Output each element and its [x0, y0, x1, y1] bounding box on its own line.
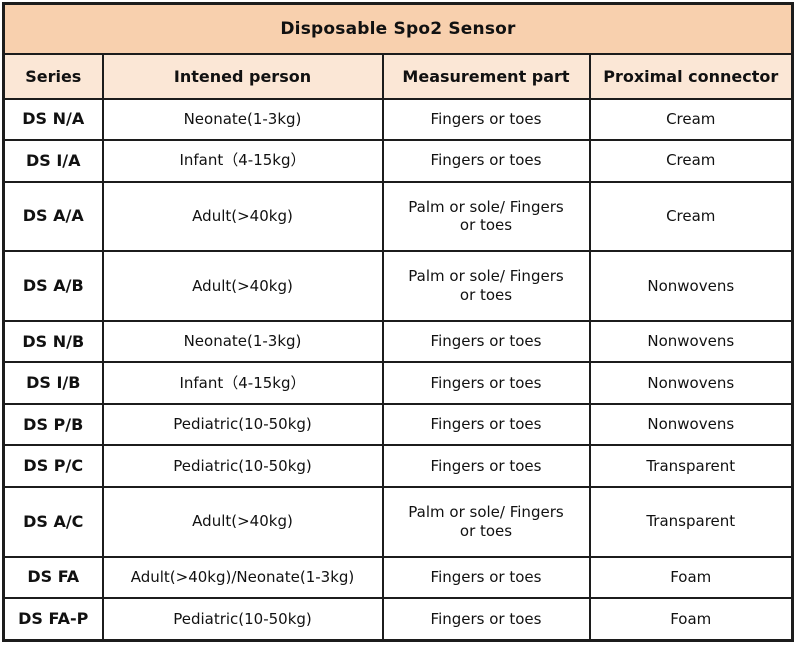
table-header-row: Series Intened person Measurement part P…	[2, 52, 794, 100]
series-cell: DS A/B	[2, 250, 104, 322]
part-cell: Palm or sole/ Fingers or toes	[381, 180, 591, 253]
part-cell: Fingers or toes	[381, 319, 591, 364]
column-header-connector: Proximal connector	[588, 52, 794, 100]
connector-cell: Foam	[588, 597, 794, 642]
part-cell: Fingers or toes	[381, 361, 591, 405]
connector-cell: Transparent	[588, 444, 794, 488]
person-cell: Adult(>40kg)/Neonate(1-3kg)	[101, 555, 384, 600]
table-row: DS FA Adult(>40kg)/Neonate(1-3kg) Fingers …	[2, 555, 794, 600]
table-row: DS A/B Adult(>40kg) Palm or sole/ Fingers …	[2, 250, 794, 322]
connector-cell: Nonwovens	[588, 319, 794, 364]
series-cell: DS N/B	[2, 319, 104, 364]
table-body: Disposable Spo2 Sensor Series Intened pe…	[2, 2, 794, 642]
series-cell: DS P/C	[2, 444, 104, 488]
table-row: DS N/B Neonate(1-3kg) Fingers or toes Nonwo…	[2, 319, 794, 364]
table-title-row: Disposable Spo2 Sensor	[2, 2, 794, 55]
connector-cell: Foam	[588, 555, 794, 600]
connector-cell: Cream	[588, 139, 794, 183]
person-cell: Neonate(1-3kg)	[101, 97, 384, 142]
person-cell: Infant（4-15kg）	[101, 361, 384, 405]
person-cell: Neonate(1-3kg)	[101, 319, 384, 364]
part-cell: Palm or sole/ Fingers or toes	[381, 250, 591, 322]
series-cell: DS A/C	[2, 485, 104, 558]
connector-cell: Nonwovens	[588, 361, 794, 405]
table-row: DS A/C Adult(>40kg) Palm or sole/ Fingers …	[2, 485, 794, 558]
person-cell: Adult(>40kg)	[101, 485, 384, 558]
table-title: Disposable Spo2 Sensor	[2, 2, 794, 55]
table-row: DS I/A Infant（4-15kg） Fingers or toes Cream	[2, 139, 794, 183]
part-cell: Fingers or toes	[381, 444, 591, 488]
person-cell: Pediatric(10-50kg)	[101, 597, 384, 642]
part-cell: Fingers or toes	[381, 402, 591, 447]
column-header-person: Intened person	[101, 52, 384, 100]
table-row: DS P/C Pediatric(10-50kg) Fingers or toes T…	[2, 444, 794, 488]
column-header-part: Measurement part	[381, 52, 591, 100]
person-cell: Pediatric(10-50kg)	[101, 444, 384, 488]
part-cell: Fingers or toes	[381, 597, 591, 642]
series-cell: DS FA	[2, 555, 104, 600]
column-header-series: Series	[2, 52, 104, 100]
spo2-sensor-table: Disposable Spo2 Sensor Series Intened pe…	[2, 2, 794, 642]
connector-cell: Cream	[588, 97, 794, 142]
connector-cell: Nonwovens	[588, 250, 794, 322]
series-cell: DS FA-P	[2, 597, 104, 642]
part-cell: Fingers or toes	[381, 555, 591, 600]
series-cell: DS I/B	[2, 361, 104, 405]
table-row: DS N/A Neonate(1-3kg) Fingers or toes Cream	[2, 97, 794, 142]
person-cell: Adult(>40kg)	[101, 180, 384, 253]
table-row: DS FA-P Pediatric(10-50kg) Fingers or toes…	[2, 597, 794, 642]
connector-cell: Transparent	[588, 485, 794, 558]
person-cell: Pediatric(10-50kg)	[101, 402, 384, 447]
series-cell: DS I/A	[2, 139, 104, 183]
connector-cell: Nonwovens	[588, 402, 794, 447]
part-cell: Fingers or toes	[381, 139, 591, 183]
table-row: DS I/B Infant（4-15kg） Fingers or toes Nonwo…	[2, 361, 794, 405]
series-cell: DS P/B	[2, 402, 104, 447]
table-row: DS A/A Adult(>40kg) Palm or sole/ Fingers …	[2, 180, 794, 253]
person-cell: Adult(>40kg)	[101, 250, 384, 322]
table-row: DS P/B Pediatric(10-50kg) Fingers or toes N…	[2, 402, 794, 447]
series-cell: DS N/A	[2, 97, 104, 142]
series-cell: DS A/A	[2, 180, 104, 253]
part-cell: Palm or sole/ Fingers or toes	[381, 485, 591, 558]
part-cell: Fingers or toes	[381, 97, 591, 142]
person-cell: Infant（4-15kg）	[101, 139, 384, 183]
connector-cell: Cream	[588, 180, 794, 253]
